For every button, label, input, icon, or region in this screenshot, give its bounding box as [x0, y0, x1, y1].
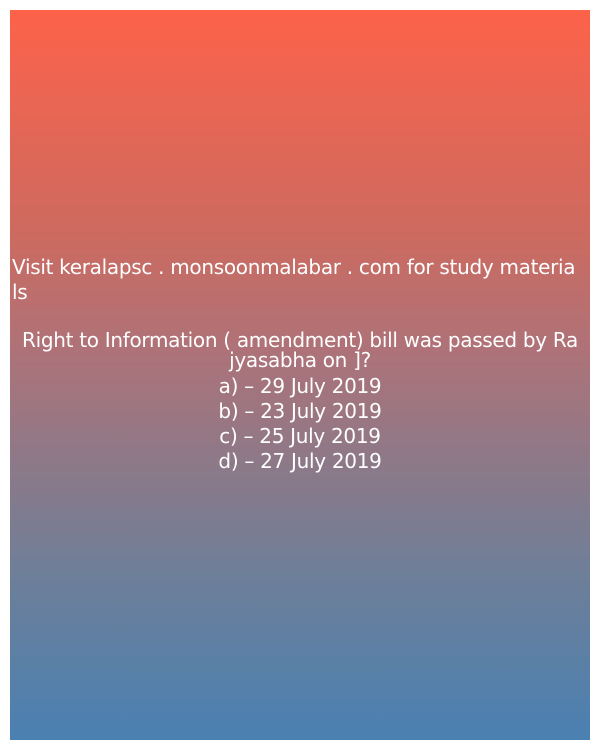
- promo-text: Visit keralapsc . monsoonmalabar . com f…: [12, 255, 590, 305]
- option-d: d) – 27 July 2019: [218, 449, 382, 473]
- promo-line-1: Visit keralapsc . monsoonmalabar . com f…: [12, 255, 576, 279]
- option-b: b) – 23 July 2019: [218, 399, 382, 423]
- options-list: a) – 29 July 2019 b) – 23 July 2019 c) –…: [10, 374, 590, 474]
- option-c: c) – 25 July 2019: [219, 424, 381, 448]
- promo-line-2: ls: [12, 280, 28, 304]
- option-a: a) – 29 July 2019: [218, 374, 382, 398]
- question-text: Right to Information ( amendment) bill w…: [10, 330, 590, 370]
- question-block: Right to Information ( amendment) bill w…: [10, 330, 590, 474]
- question-line-1: Right to Information ( amendment) bill w…: [22, 328, 578, 352]
- quiz-card: Visit keralapsc . monsoonmalabar . com f…: [10, 10, 590, 740]
- question-line-2: jyasabha on ]?: [229, 348, 371, 372]
